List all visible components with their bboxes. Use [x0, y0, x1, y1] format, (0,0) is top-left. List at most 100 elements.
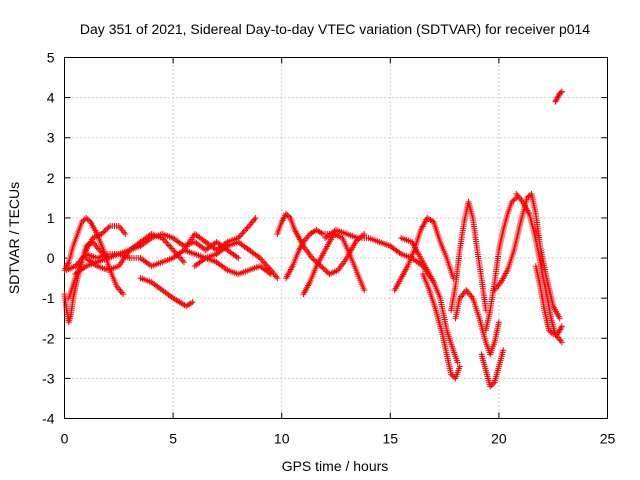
data-point [500, 347, 507, 354]
data-point [556, 315, 563, 322]
data-point [104, 225, 111, 232]
data-point [242, 227, 249, 234]
data-point [166, 242, 173, 249]
plot-frame [64, 57, 608, 419]
data-point [99, 229, 106, 236]
data-point [105, 224, 112, 231]
y-tick-label: -1 [42, 290, 55, 306]
data-point [490, 380, 497, 387]
data-point [163, 239, 170, 246]
x-tick-label: 25 [600, 431, 616, 447]
series-arc22 [513, 190, 565, 346]
data-point [552, 98, 559, 105]
data-point [322, 267, 329, 274]
data-point [120, 291, 127, 298]
data-point [488, 382, 495, 389]
y-tick-label: 3 [47, 130, 55, 146]
tick-labels: 0 5 10 15 20 25 -4 -3 -2 -1 0 1 2 3 4 5 [42, 50, 615, 447]
axis-ticks [64, 57, 608, 419]
data-point [83, 214, 90, 221]
data-point [78, 218, 85, 225]
data-point [553, 95, 560, 102]
data-point [178, 256, 185, 263]
data-point [557, 89, 564, 96]
data-point [96, 247, 103, 254]
data-point [495, 319, 502, 326]
series-arc14 [391, 214, 457, 294]
data-point [548, 329, 555, 336]
data-point [525, 193, 532, 200]
data-point [84, 216, 91, 223]
data-point [554, 94, 561, 101]
data-point [553, 97, 560, 104]
x-axis-label: GPS time / hours [282, 458, 389, 474]
data-point [180, 259, 187, 266]
y-tick-label: -2 [42, 330, 55, 346]
x-tick-label: 0 [61, 431, 69, 447]
data-point [252, 214, 259, 221]
data-point [511, 196, 518, 203]
data-point [168, 245, 175, 252]
y-tick-label: 5 [47, 50, 55, 66]
y-tick-label: 0 [47, 250, 55, 266]
data-point [243, 225, 250, 232]
x-tick-label: 10 [274, 431, 290, 447]
series-arc7 [83, 230, 187, 274]
data-point [244, 224, 251, 231]
data-point [258, 256, 265, 263]
data-point [167, 244, 174, 251]
y-tick-label: 4 [47, 90, 55, 106]
y-tick-label: 1 [47, 210, 55, 226]
data-points [61, 88, 565, 390]
series-arc17 [448, 198, 489, 314]
data-point [283, 210, 290, 217]
series-arc16 [419, 271, 463, 382]
data-point [456, 363, 463, 370]
data-point [80, 217, 87, 224]
series-arc9 [191, 239, 281, 282]
data-point [161, 238, 168, 245]
data-point [510, 197, 517, 204]
series-arc20 [482, 194, 520, 334]
series-arc15 [398, 235, 461, 366]
data-point [189, 299, 196, 306]
data-point [164, 241, 171, 248]
data-point [545, 327, 552, 334]
data-point [359, 232, 366, 239]
data-point [555, 93, 562, 100]
data-point [558, 323, 565, 330]
data-point [284, 212, 291, 219]
x-tick-label: 15 [383, 431, 399, 447]
data-point [235, 255, 242, 262]
data-point [524, 194, 531, 201]
data-point [259, 258, 266, 265]
data-point [170, 247, 177, 254]
data-point [309, 255, 316, 262]
data-point [274, 275, 281, 282]
data-point [310, 256, 317, 263]
y-tick-label: 2 [47, 170, 55, 186]
series-arc24 [552, 88, 565, 105]
series-arc10 [274, 210, 368, 278]
data-point [102, 226, 109, 233]
data-point [448, 371, 455, 378]
data-point [558, 88, 565, 95]
data-point [361, 287, 368, 294]
data-point [86, 217, 93, 224]
data-point [558, 339, 565, 346]
series-arc23 [532, 263, 565, 338]
series-arc18 [452, 287, 502, 358]
data-point [508, 198, 515, 205]
data-point [358, 233, 365, 240]
data-point [547, 328, 554, 335]
data-point [122, 230, 129, 237]
series-arc6 [137, 275, 196, 310]
data-point [323, 268, 330, 275]
y-tick-label: -4 [42, 411, 55, 427]
data-point [101, 228, 108, 235]
data-point [98, 230, 105, 237]
data-point [239, 230, 246, 237]
data-point [320, 265, 327, 272]
data-point [353, 237, 360, 244]
